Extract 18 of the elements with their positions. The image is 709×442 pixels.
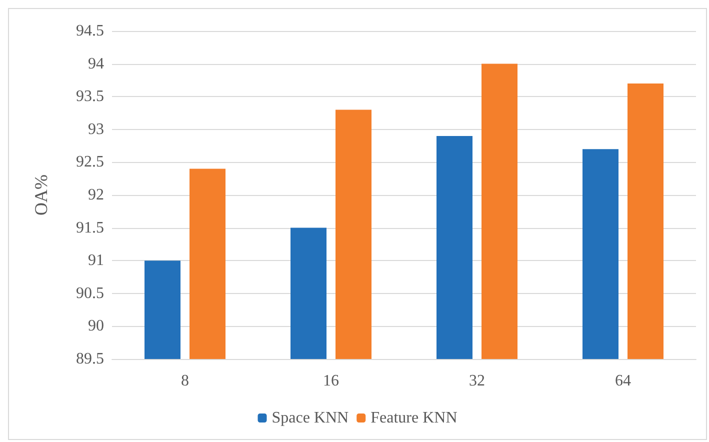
legend-label: Feature KNN (370, 410, 458, 426)
y-tick-label: 91 (88, 252, 104, 270)
x-tick-label: 32 (469, 372, 485, 390)
y-tick-label: 90 (88, 318, 104, 335)
y-tick-label: 89.5 (76, 350, 104, 368)
y-axis-title: OA% (31, 174, 51, 216)
y-tick-label: 92 (88, 186, 104, 204)
x-tick-label: 16 (323, 372, 339, 390)
y-tick-label: 94.5 (76, 22, 104, 40)
y-tick-label: 92.5 (76, 154, 104, 171)
y-tick-label: 93 (88, 120, 104, 138)
y-tick-label: 93.5 (76, 88, 104, 106)
x-tick-label: 64 (615, 372, 631, 390)
y-tick-label: 90.5 (76, 284, 104, 302)
legend-label: Space KNN (272, 410, 350, 426)
y-tick-label: 94 (88, 55, 104, 72)
x-tick-label: 8 (181, 372, 189, 390)
y-tick-label: 91.5 (76, 219, 104, 236)
